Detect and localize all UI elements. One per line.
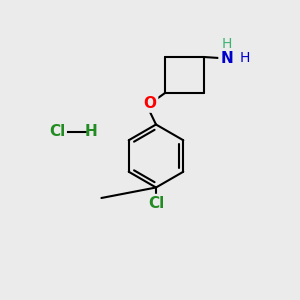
Text: H: H xyxy=(85,124,98,140)
Text: N: N xyxy=(220,51,233,66)
Text: Cl: Cl xyxy=(49,124,65,140)
Text: Cl: Cl xyxy=(148,196,164,211)
Text: H: H xyxy=(239,52,250,65)
Text: O: O xyxy=(143,96,157,111)
Text: H: H xyxy=(221,37,232,50)
